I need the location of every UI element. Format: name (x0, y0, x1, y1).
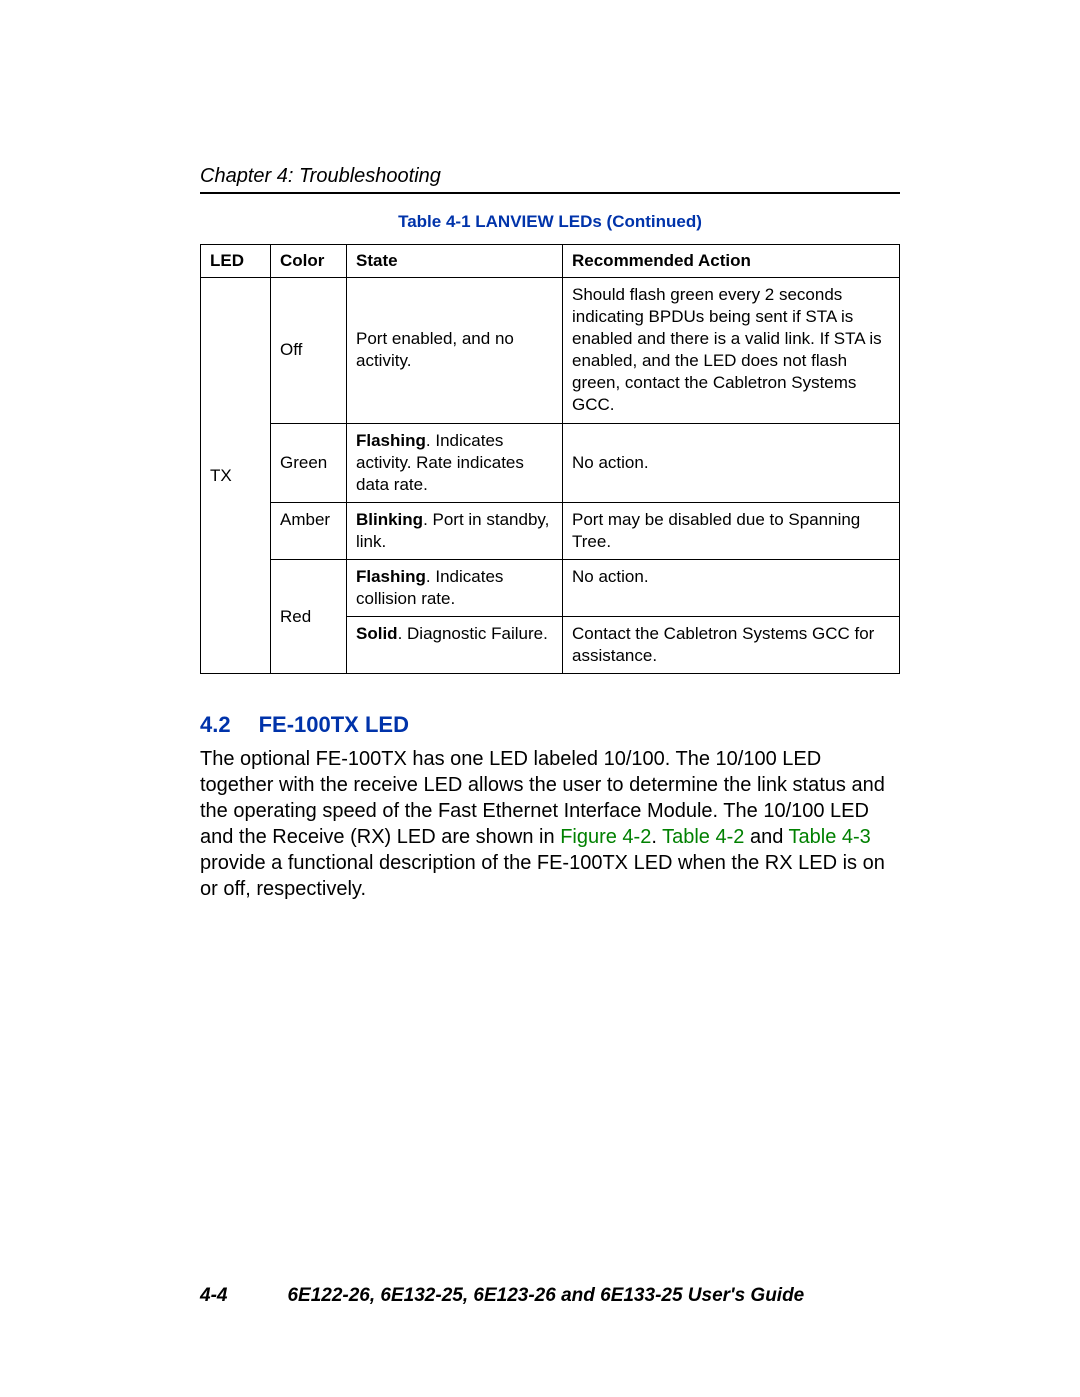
table-reference-link[interactable]: Table 4-3 (789, 826, 871, 848)
lanview-leds-table: LED Color State Recommended Action TX Of… (200, 244, 900, 674)
cell-action: No action. (563, 560, 900, 617)
page-number: 4-4 (200, 1285, 227, 1307)
figure-reference-link[interactable]: Figure 4-2 (560, 826, 651, 848)
table-row: Red Flashing. Indicates collision rate. … (201, 560, 900, 617)
section-title: FE-100TX LED (259, 712, 409, 737)
table-caption: Table 4-1 LANVIEW LEDs (Continued) (200, 212, 900, 232)
cell-led: TX (201, 278, 271, 674)
cell-color: Off (271, 278, 347, 424)
table-header-row: LED Color State Recommended Action (201, 245, 900, 278)
chapter-header: Chapter 4: Troubleshooting (200, 165, 900, 188)
cell-action: Port may be disabled due to Spanning Tre… (563, 502, 900, 559)
col-header-state: State (347, 245, 563, 278)
cell-action: Should flash green every 2 seconds indic… (563, 278, 900, 424)
cell-color: Red (271, 560, 347, 674)
col-header-led: LED (201, 245, 271, 278)
section-heading: 4.2 FE-100TX LED (200, 712, 900, 738)
footer-guide-title: 6E122-26, 6E132-25, 6E123-26 and 6E133-2… (287, 1285, 804, 1307)
cell-action: Contact the Cabletron Systems GCC for as… (563, 617, 900, 674)
cell-color: Amber (271, 502, 347, 559)
cell-state: Port enabled, and no activity. (347, 278, 563, 424)
col-header-color: Color (271, 245, 347, 278)
section-number: 4.2 (200, 712, 231, 738)
cell-color: Green (271, 423, 347, 502)
table-reference-link[interactable]: Table 4-2 (662, 826, 744, 848)
cell-state: Solid. Diagnostic Failure. (347, 617, 563, 674)
page-footer: 4-4 6E122-26, 6E132-25, 6E123-26 and 6E1… (200, 1285, 900, 1307)
cell-action: No action. (563, 423, 900, 502)
section-paragraph: The optional FE-100TX has one LED labele… (200, 746, 900, 902)
cell-state: Blinking. Port in standby, link. (347, 502, 563, 559)
col-header-action: Recommended Action (563, 245, 900, 278)
cell-state: Flashing. Indicates activity. Rate indic… (347, 423, 563, 502)
cell-state: Flashing. Indicates collision rate. (347, 560, 563, 617)
table-row: Amber Blinking. Port in standby, link. P… (201, 502, 900, 559)
table-row: TX Off Port enabled, and no activity. Sh… (201, 278, 900, 424)
table-row: Green Flashing. Indicates activity. Rate… (201, 423, 900, 502)
header-rule (200, 192, 900, 194)
